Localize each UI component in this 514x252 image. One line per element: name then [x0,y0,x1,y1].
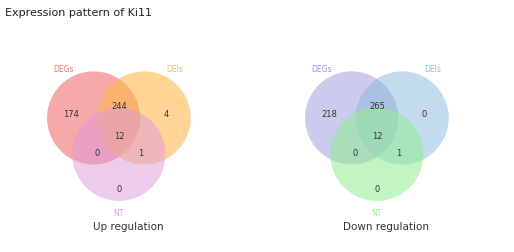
Circle shape [331,108,424,201]
Text: Down regulation: Down regulation [343,221,429,231]
Text: NT: NT [114,208,124,217]
Text: 0: 0 [116,184,121,194]
Text: DEGs: DEGs [311,65,332,74]
Circle shape [47,72,140,165]
Text: 174: 174 [63,110,79,119]
Text: NT: NT [372,208,382,217]
Text: 1: 1 [139,148,144,157]
Text: 0: 0 [422,110,427,119]
Text: Up regulation: Up regulation [93,221,163,231]
Text: 4: 4 [164,110,169,119]
Circle shape [98,72,191,165]
Text: 0: 0 [94,148,99,157]
Text: 12: 12 [372,131,382,140]
Circle shape [305,72,398,165]
Circle shape [356,72,449,165]
Text: 244: 244 [111,102,127,111]
Text: 12: 12 [114,131,124,140]
Text: 1: 1 [396,148,402,157]
Text: Expression pattern of Ki11: Expression pattern of Ki11 [5,8,152,18]
Text: 265: 265 [369,102,385,111]
Text: DEIs: DEIs [166,65,182,74]
Text: 0: 0 [352,148,357,157]
Circle shape [72,108,166,201]
Text: 0: 0 [374,184,379,194]
Text: DEGs: DEGs [53,65,74,74]
Text: DEIs: DEIs [424,65,440,74]
Text: 218: 218 [321,110,337,119]
